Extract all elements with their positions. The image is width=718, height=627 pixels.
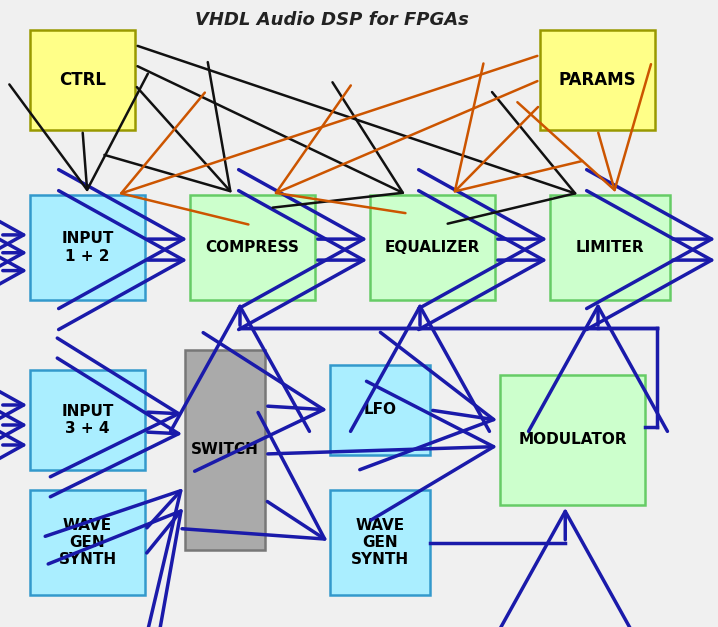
- FancyBboxPatch shape: [330, 490, 430, 595]
- FancyBboxPatch shape: [500, 375, 645, 505]
- Text: MODULATOR: MODULATOR: [518, 433, 627, 448]
- Text: LFO: LFO: [363, 403, 396, 418]
- FancyBboxPatch shape: [540, 30, 655, 130]
- Text: INPUT
1 + 2: INPUT 1 + 2: [61, 231, 113, 264]
- Text: SWITCH: SWITCH: [191, 443, 259, 458]
- FancyBboxPatch shape: [550, 195, 670, 300]
- FancyBboxPatch shape: [30, 370, 145, 470]
- FancyBboxPatch shape: [190, 195, 315, 300]
- Text: WAVE
GEN
SYNTH: WAVE GEN SYNTH: [351, 518, 409, 567]
- FancyBboxPatch shape: [330, 365, 430, 455]
- Text: CTRL: CTRL: [59, 71, 106, 89]
- Text: INPUT
3 + 4: INPUT 3 + 4: [61, 404, 113, 436]
- FancyBboxPatch shape: [185, 350, 265, 550]
- Text: VHDL Audio DSP for FPGAs: VHDL Audio DSP for FPGAs: [195, 11, 469, 29]
- FancyBboxPatch shape: [370, 195, 495, 300]
- FancyBboxPatch shape: [30, 30, 135, 130]
- FancyBboxPatch shape: [30, 195, 145, 300]
- Text: EQUALIZER: EQUALIZER: [385, 240, 480, 255]
- Text: LIMITER: LIMITER: [576, 240, 644, 255]
- Text: PARAMS: PARAMS: [559, 71, 636, 89]
- Text: COMPRESS: COMPRESS: [205, 240, 299, 255]
- Text: WAVE
GEN
SYNTH: WAVE GEN SYNTH: [58, 518, 116, 567]
- FancyBboxPatch shape: [30, 490, 145, 595]
